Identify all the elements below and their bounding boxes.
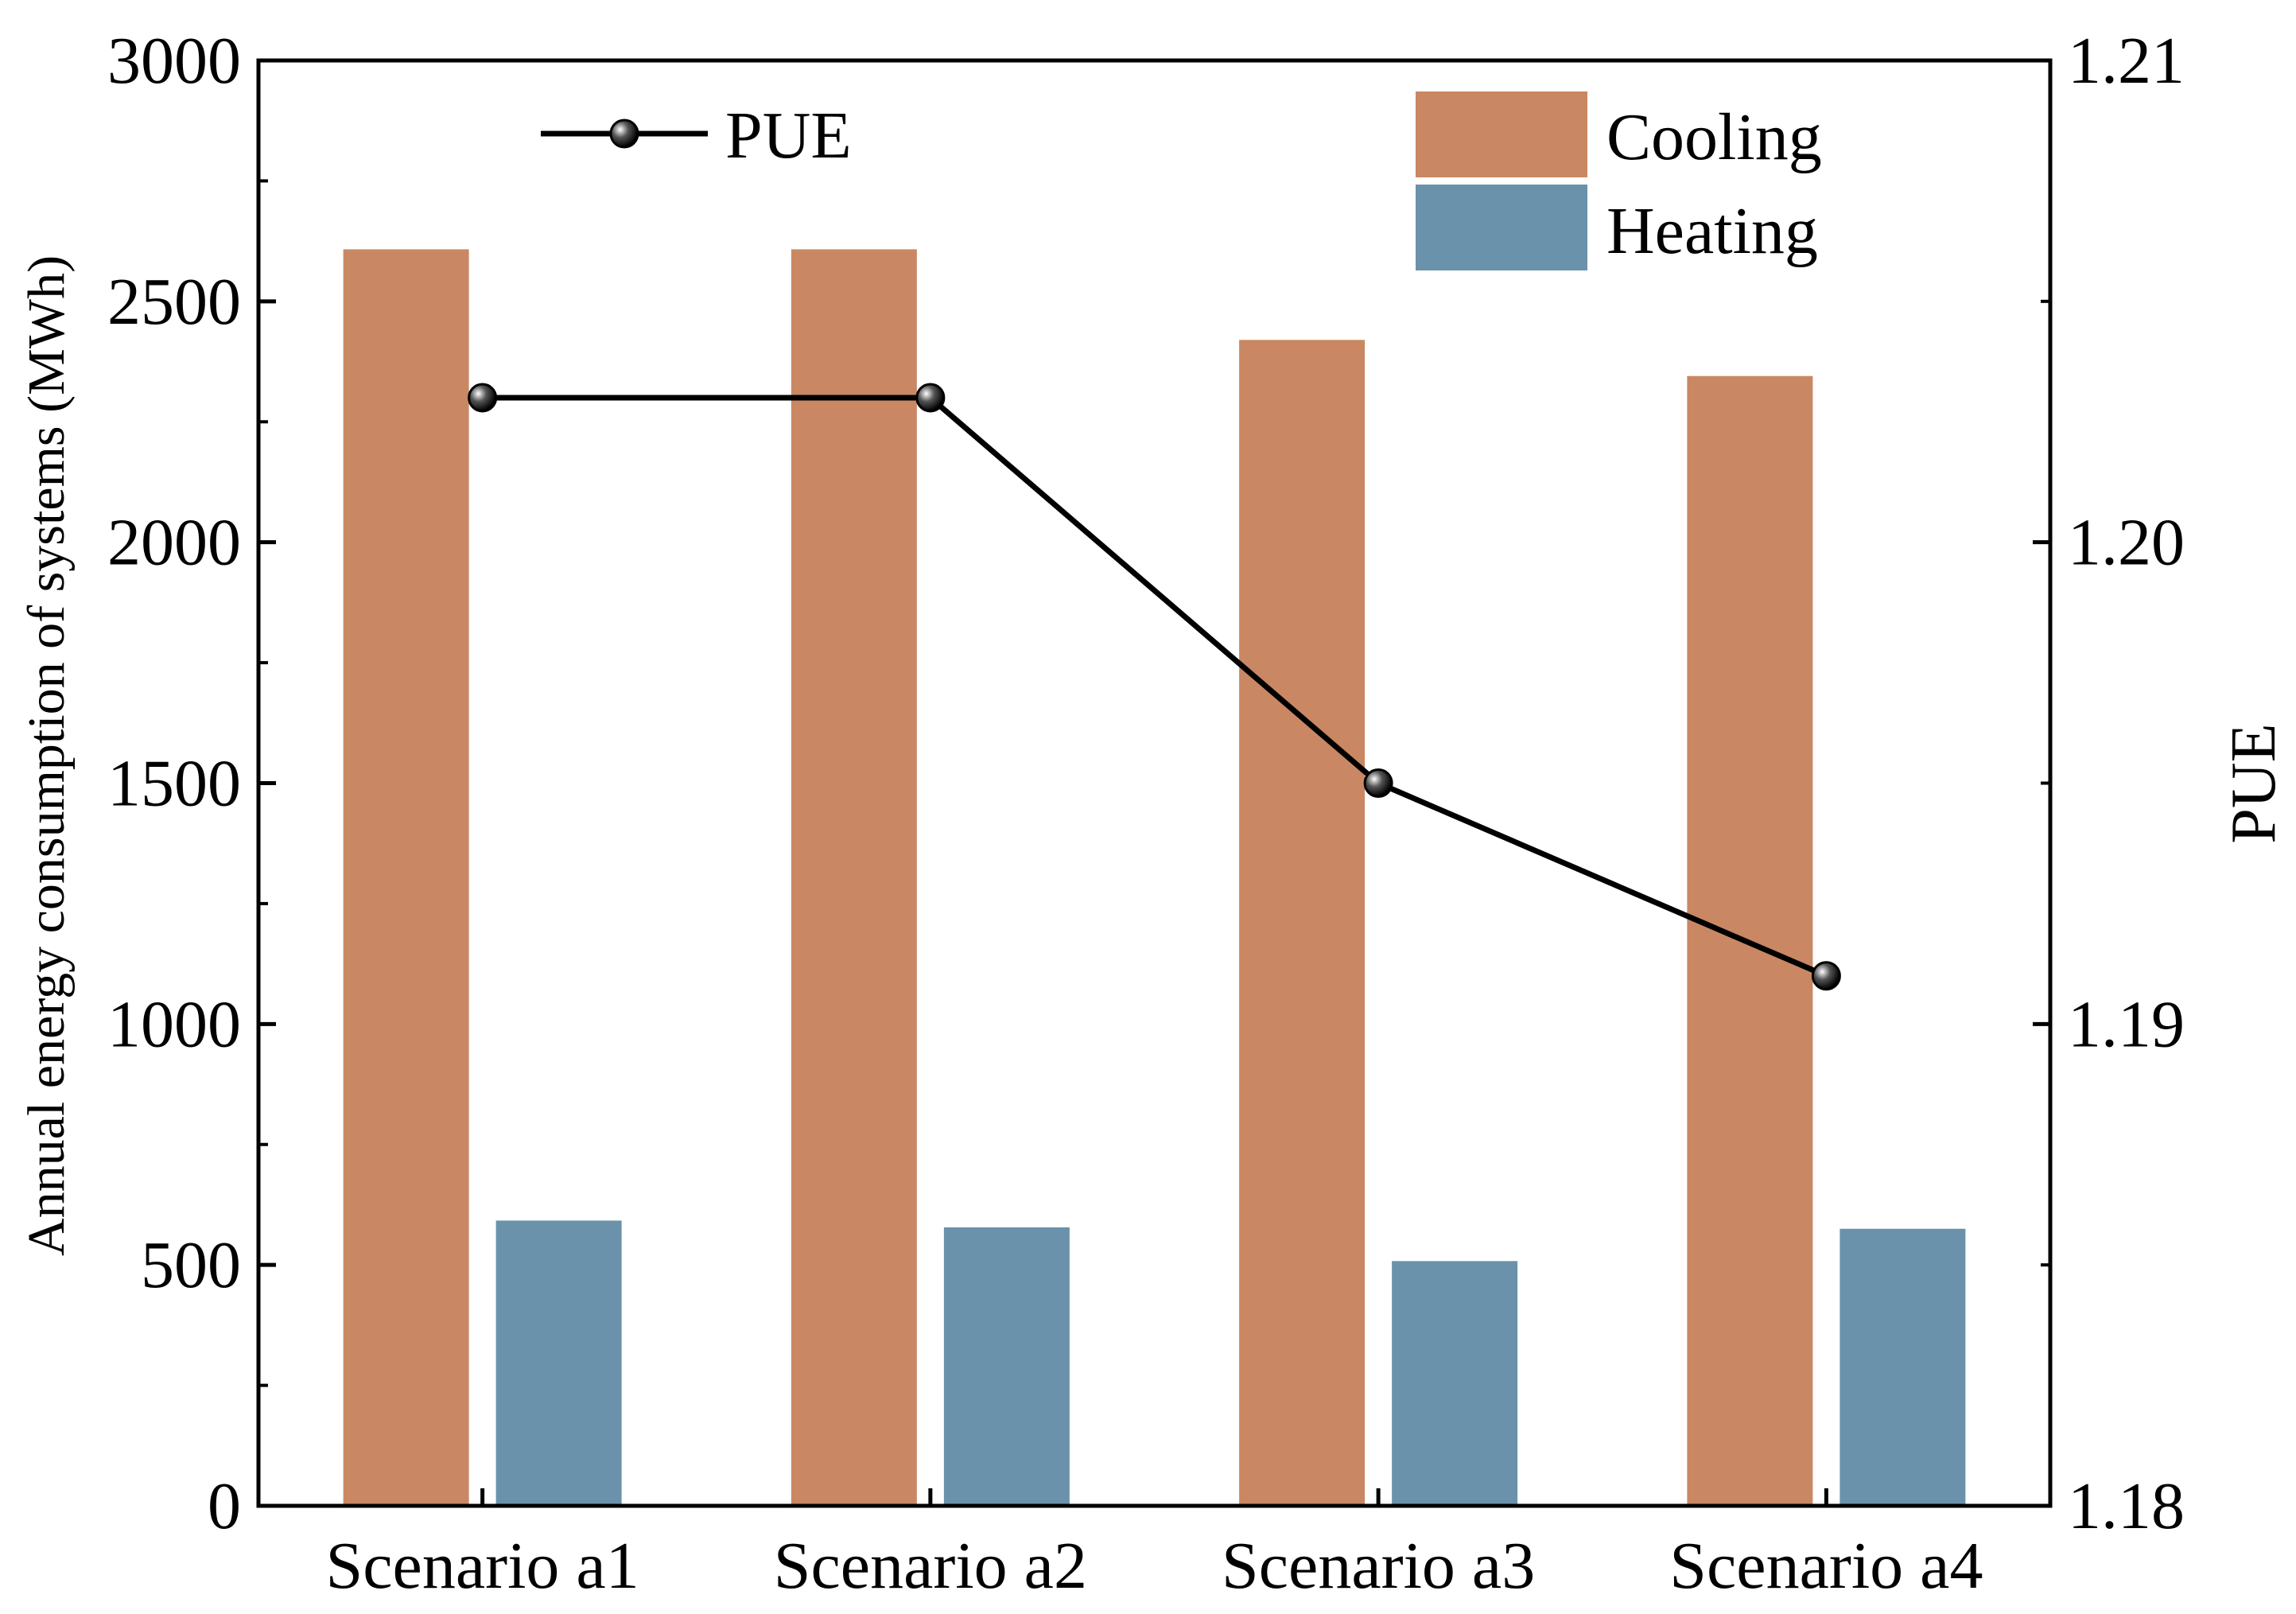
pue-point-4 [1811,961,1841,991]
pue-point-2 [915,383,946,413]
x-tick-label: Scenario a1 [326,1529,639,1603]
y-tick-label: 1500 [107,747,241,821]
y-tick-label: 500 [141,1228,241,1302]
y-tick-label: 0 [208,1469,241,1543]
legend-cooling-swatch [1416,91,1587,177]
pue-point-3 [1363,768,1393,798]
y-tick-label: 1000 [107,987,241,1061]
y2-axis-title: PUE [2219,723,2289,843]
x-tick-label: Scenario a4 [1669,1529,1983,1603]
y2-tick-label: 1.18 [2068,1469,2185,1543]
legend: PUE Cooling Heating [541,91,1822,270]
pue-point-1 [468,383,498,413]
bar-heating-1 [495,1220,622,1506]
bars-layer [343,249,1966,1507]
y-tick-label: 2500 [107,265,241,339]
legend-cooling-label: Cooling [1606,100,1822,174]
y2-tick-label: 1.20 [2068,506,2185,580]
bar-heating-3 [1392,1261,1518,1506]
legend-heating-label: Heating [1606,194,1818,268]
labels-layer: 0 500 1000 1500 2000 2500 3000 1.18 1.19 1.20 1.21… [107,24,2185,1603]
legend-pue-marker [609,119,639,149]
bar-cooling-1 [343,249,469,1506]
axes-layer [256,58,2053,1508]
pue-line-layer [468,383,1841,991]
y2-tick-label: 1.19 [2068,987,2185,1061]
y-tick-label: 2000 [107,506,241,580]
x-tick-label: Scenario a3 [1222,1529,1535,1603]
legend-heating-swatch [1416,185,1587,270]
bar-heating-4 [1840,1228,1966,1506]
bar-heating-2 [943,1227,1070,1506]
bar-cooling-2 [791,249,917,1506]
y2-tick-label: 1.21 [2068,24,2185,98]
y-axis-title: Annual energy consumption of systems (MW… [17,255,76,1256]
legend-pue-label: PUE [725,99,852,173]
y-tick-label: 3000 [107,24,241,98]
pue-line [482,395,1828,978]
bar-cooling-3 [1239,340,1366,1507]
x-tick-label: Scenario a2 [774,1529,1087,1603]
